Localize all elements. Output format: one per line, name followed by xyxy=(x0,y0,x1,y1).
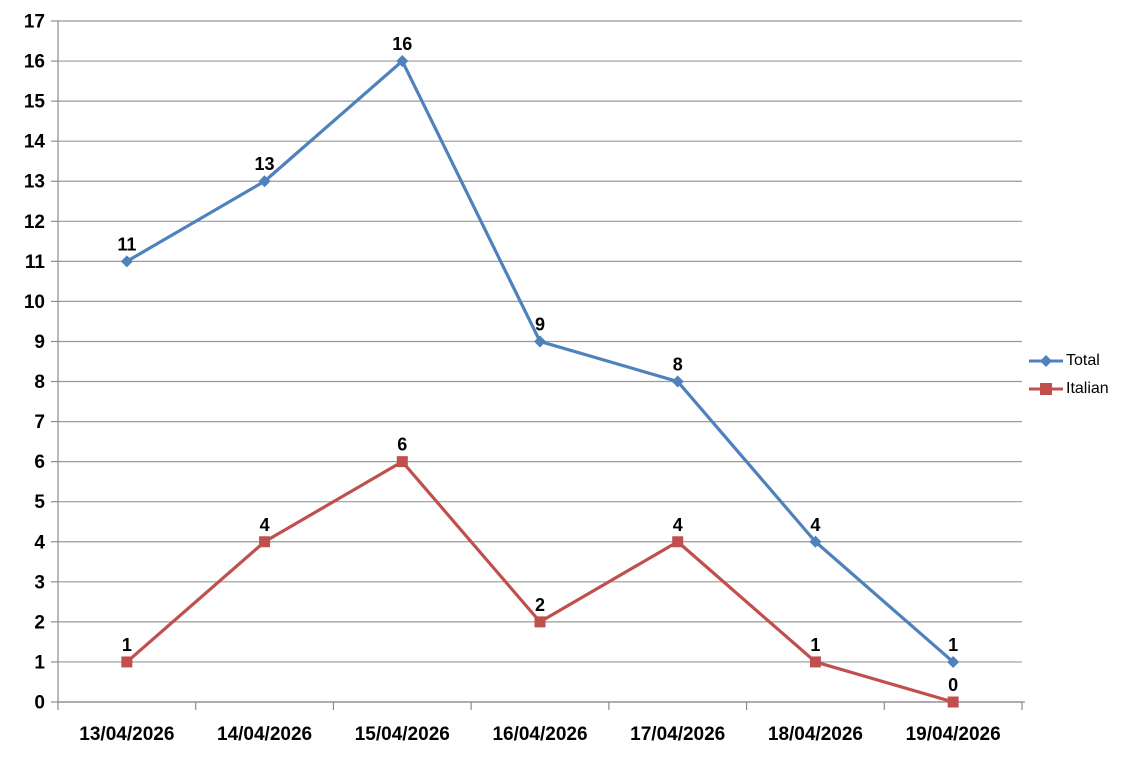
y-tick-label: 5 xyxy=(34,492,45,513)
x-tick-label: 18/04/2026 xyxy=(768,724,863,745)
data-label-total: 9 xyxy=(535,314,545,334)
data-label-italian: 6 xyxy=(397,435,407,455)
data-point-marker-total xyxy=(809,535,822,548)
y-tick-label: 6 xyxy=(34,452,45,473)
y-tick-label: 17 xyxy=(24,12,45,33)
legend-label-total: Total xyxy=(1066,352,1100,369)
y-tick-label: 2 xyxy=(34,612,45,633)
x-tick-label: 19/04/2026 xyxy=(906,724,1001,745)
x-tick-label: 14/04/2026 xyxy=(217,724,312,745)
data-point-marker-italian xyxy=(396,456,408,468)
data-point-marker-italian xyxy=(809,656,821,668)
data-label-italian: 2 xyxy=(535,595,545,615)
data-point-marker-total xyxy=(947,655,960,668)
y-tick-label: 10 xyxy=(24,292,45,313)
data-label-total: 4 xyxy=(810,515,820,535)
y-tick-label: 15 xyxy=(24,92,46,113)
data-label-total: 1 xyxy=(948,635,958,655)
y-tick-label: 7 xyxy=(34,412,45,433)
data-point-marker-italian xyxy=(672,536,684,548)
y-tick-label: 16 xyxy=(24,52,45,73)
data-label-total: 8 xyxy=(673,355,683,375)
y-tick-label: 11 xyxy=(25,252,46,273)
series-line-total xyxy=(125,59,955,664)
data-label-italian: 4 xyxy=(673,515,683,535)
y-tick-label: 4 xyxy=(34,532,45,553)
x-tick-label: 16/04/2026 xyxy=(492,724,587,745)
data-label-total: 16 xyxy=(392,34,412,54)
x-tick-label: 15/04/2026 xyxy=(355,724,450,745)
x-tick-label: 13/04/2026 xyxy=(79,724,174,745)
legend-label-italian: Italian xyxy=(1066,380,1109,397)
data-label-italian: 4 xyxy=(260,515,270,535)
italian-series-swatch-icon xyxy=(1029,383,1063,395)
y-tick-label: 14 xyxy=(24,132,46,153)
legend-item-italian: Italian xyxy=(1028,380,1109,398)
data-point-marker-italian xyxy=(534,616,546,628)
data-point-marker-total xyxy=(396,55,409,68)
y-tick-label: 1 xyxy=(34,652,45,673)
data-label-italian: 1 xyxy=(122,635,132,655)
data-point-marker-italian xyxy=(121,656,133,668)
data-label-italian: 0 xyxy=(948,675,958,695)
data-point-marker-total xyxy=(120,255,133,268)
y-tick-label: 3 xyxy=(34,572,45,593)
data-label-italian: 1 xyxy=(810,635,820,655)
y-tick-label: 0 xyxy=(34,693,45,714)
data-point-marker-italian xyxy=(259,536,271,548)
y-tick-label: 8 xyxy=(34,372,45,393)
data-point-marker-total xyxy=(534,335,546,348)
data-label-total: 11 xyxy=(117,234,136,254)
y-tick-label: 13 xyxy=(24,172,45,193)
data-point-marker-total xyxy=(258,175,271,188)
x-tick-label: 17/04/2026 xyxy=(630,724,725,745)
legend-item-total: Total xyxy=(1028,352,1109,370)
data-point-marker-italian xyxy=(947,696,959,708)
y-tick-label: 9 xyxy=(34,332,45,353)
total-series-swatch-icon xyxy=(1029,355,1063,367)
data-label-total: 13 xyxy=(255,154,275,174)
data-point-marker-total xyxy=(671,375,684,388)
y-tick-label: 12 xyxy=(24,212,45,233)
chart-legend: Total Italian xyxy=(1028,352,1109,398)
